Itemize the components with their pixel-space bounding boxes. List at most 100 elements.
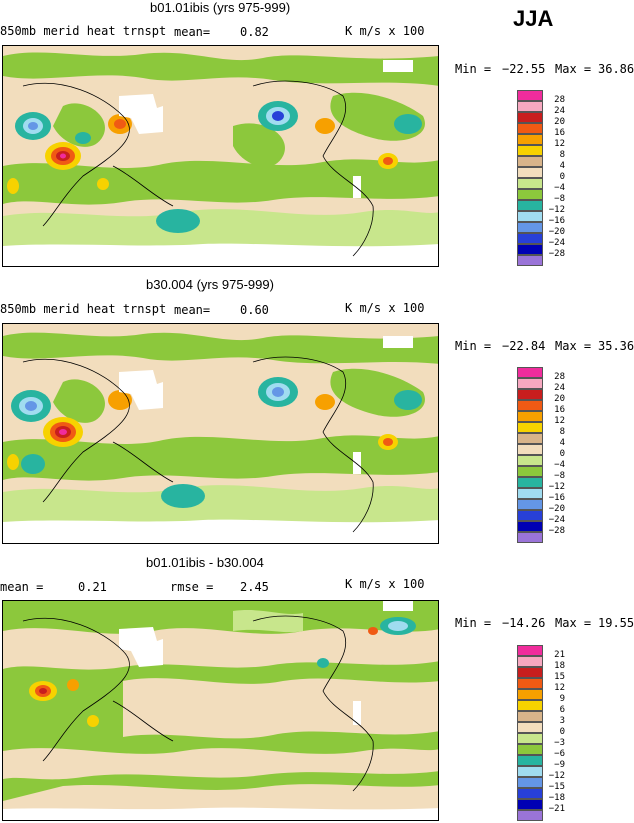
legend-swatch bbox=[517, 178, 543, 189]
legend-level-label: 18 bbox=[554, 661, 565, 671]
panel-3-max-label: Max = bbox=[555, 616, 592, 630]
panel-2-title: b30.004 (yrs 975-999) bbox=[146, 277, 274, 292]
legend-level-label: 16 bbox=[554, 405, 565, 415]
panel-3-contour-field bbox=[3, 601, 438, 820]
panel-1-map bbox=[2, 45, 439, 267]
legend-swatch bbox=[517, 90, 543, 101]
panel-2-units: K m/s x 100 bbox=[345, 301, 425, 315]
legend-level-label: 8 bbox=[559, 427, 565, 437]
panel-3-title: b01.01ibis - b30.004 bbox=[146, 555, 264, 570]
legend-level-label: 16 bbox=[554, 128, 565, 138]
panel-2-mean-label: mean= bbox=[174, 303, 211, 317]
legend-swatch bbox=[517, 167, 543, 178]
panel-2-mean-value: 0.60 bbox=[240, 303, 269, 317]
legend-swatch bbox=[517, 521, 543, 532]
legend-level-label: −28 bbox=[548, 526, 565, 536]
legend-swatch bbox=[517, 189, 543, 200]
panel-1-field-label: 850mb merid heat trnspt bbox=[0, 24, 167, 38]
legend-level-label: −28 bbox=[548, 249, 565, 259]
panel-2-field-label: 850mb merid heat trnspt bbox=[0, 302, 167, 316]
legend-swatch bbox=[517, 389, 543, 400]
legend-swatch bbox=[517, 755, 543, 766]
legend-swatch bbox=[517, 689, 543, 700]
panel-3-rmse-label: rmse = bbox=[170, 580, 214, 594]
legend-swatch bbox=[517, 222, 543, 233]
legend-swatch bbox=[517, 112, 543, 123]
legend-level-label: −24 bbox=[548, 515, 565, 525]
panel-2-min-label: Min = bbox=[455, 339, 492, 353]
legend-swatch bbox=[517, 722, 543, 733]
legend-swatch bbox=[517, 667, 543, 678]
legend-swatch bbox=[517, 400, 543, 411]
legend-level-label: 12 bbox=[554, 139, 565, 149]
legend-level-label: 4 bbox=[559, 438, 565, 448]
legend-swatch bbox=[517, 200, 543, 211]
legend-level-label: −4 bbox=[554, 183, 565, 193]
panel-3-mean-value: 0.21 bbox=[78, 580, 107, 594]
panel-1-mean-value: 0.82 bbox=[240, 25, 269, 39]
panel-3-min-label: Min = bbox=[455, 616, 492, 630]
panel-1-contour-field bbox=[3, 46, 438, 266]
legend-swatch bbox=[517, 645, 543, 656]
legend-level-label: −12 bbox=[548, 482, 565, 492]
legend-level-label: 0 bbox=[559, 727, 565, 737]
legend-swatch bbox=[517, 156, 543, 167]
legend-swatch bbox=[517, 788, 543, 799]
panel-3-min-value: −14.26 bbox=[502, 616, 546, 630]
panel-2-min-value: −22.84 bbox=[502, 339, 546, 353]
legend-swatch bbox=[517, 244, 543, 255]
legend-swatch bbox=[517, 678, 543, 689]
legend-swatch bbox=[517, 211, 543, 222]
legend-level-label: 3 bbox=[559, 716, 565, 726]
legend-swatch bbox=[517, 101, 543, 112]
legend-level-label: 28 bbox=[554, 372, 565, 382]
legend-swatch bbox=[517, 367, 543, 378]
panel-1-min-label: Min = bbox=[455, 62, 492, 76]
legend-swatch bbox=[517, 777, 543, 788]
legend-swatch bbox=[517, 656, 543, 667]
legend-level-label: 21 bbox=[554, 650, 565, 660]
panel-1-max-value: 36.86 bbox=[598, 62, 634, 76]
legend-swatch bbox=[517, 444, 543, 455]
legend-swatch bbox=[517, 378, 543, 389]
legend-swatch bbox=[517, 411, 543, 422]
legend-level-label: −20 bbox=[548, 227, 565, 237]
panel-1-title: b01.01ibis (yrs 975-999) bbox=[150, 0, 291, 15]
legend-swatch bbox=[517, 433, 543, 444]
legend-swatch bbox=[517, 466, 543, 477]
legend-swatch bbox=[517, 455, 543, 466]
legend-swatch bbox=[517, 510, 543, 521]
legend-level-label: 24 bbox=[554, 106, 565, 116]
panel-2-contour-field bbox=[3, 324, 438, 543]
legend-level-label: −4 bbox=[554, 460, 565, 470]
legend-swatch bbox=[517, 145, 543, 156]
legend-level-label: −8 bbox=[554, 471, 565, 481]
legend-level-label: 12 bbox=[554, 416, 565, 426]
legend-level-label: −12 bbox=[548, 205, 565, 215]
panel-3-max-value: 19.55 bbox=[598, 616, 634, 630]
panel-1-max-label: Max = bbox=[555, 62, 592, 76]
legend-level-label: 24 bbox=[554, 383, 565, 393]
panel-3-map bbox=[2, 600, 439, 821]
panel-1-units: K m/s x 100 bbox=[345, 24, 425, 38]
legend-level-label: 28 bbox=[554, 95, 565, 105]
legend-level-label: 6 bbox=[559, 705, 565, 715]
legend-level-label: 4 bbox=[559, 161, 565, 171]
legend-swatch bbox=[517, 799, 543, 810]
legend-swatch bbox=[517, 810, 543, 821]
legend-level-label: −6 bbox=[554, 749, 565, 759]
legend-level-label: 20 bbox=[554, 117, 565, 127]
panel-2-map bbox=[2, 323, 439, 544]
legend-level-label: 0 bbox=[559, 449, 565, 459]
legend-level-label: 12 bbox=[554, 683, 565, 693]
legend-swatch bbox=[517, 134, 543, 145]
legend-level-label: −21 bbox=[548, 804, 565, 814]
panel-2-max-label: Max = bbox=[555, 339, 592, 353]
legend-swatch bbox=[517, 477, 543, 488]
panel-3-units: K m/s x 100 bbox=[345, 577, 425, 591]
panel-1-mean-label: mean= bbox=[174, 25, 211, 39]
panel-1-min-value: −22.55 bbox=[502, 62, 546, 76]
legend-swatch bbox=[517, 700, 543, 711]
legend-swatch bbox=[517, 488, 543, 499]
